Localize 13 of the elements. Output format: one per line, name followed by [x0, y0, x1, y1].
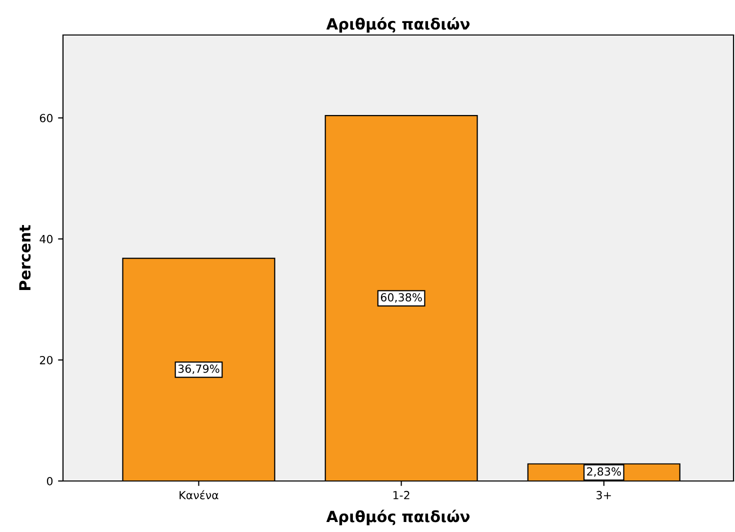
y-tick-label: 40 — [40, 234, 53, 244]
y-tick-label: 60 — [40, 114, 53, 122]
y-axis-title: Percent — [19, 225, 31, 290]
x-tick-label: 3+ — [596, 490, 611, 500]
y-tick-label: 20 — [40, 356, 53, 364]
chart-title: Αριθμός παιδιών — [326, 17, 470, 33]
data-label: 60,38% — [380, 293, 422, 303]
data-label: 2,83% — [587, 467, 621, 477]
y-tick-label: 0 — [46, 476, 53, 486]
x-tick-label: Κανένα — [180, 490, 218, 500]
x-axis-title: Αριθμός παιδιών — [326, 510, 470, 526]
x-tick-label: 1-2 — [393, 490, 410, 500]
data-label: 36,79% — [178, 364, 220, 374]
